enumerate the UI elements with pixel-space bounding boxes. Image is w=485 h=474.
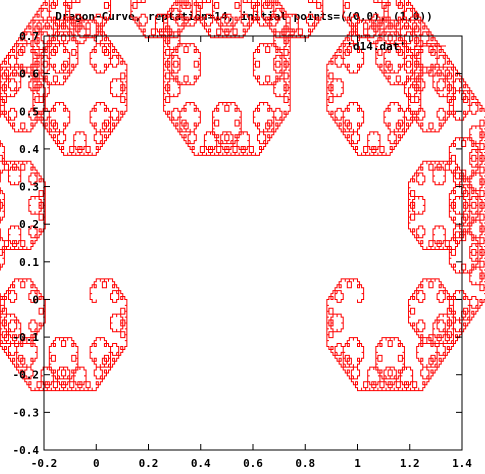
x-tick-label: -0.2 — [31, 457, 58, 470]
y-tick-label: -0.3 — [13, 406, 40, 419]
y-tick-label: -0.1 — [13, 331, 40, 344]
x-tick-label: 1 — [354, 457, 361, 470]
y-tick-label: 0.7 — [19, 30, 39, 43]
y-axis: -0.4 -0.3 -0.2 -0.1 0 0.1 0.2 0.3 0.4 0.5 0.6 0.7 — [13, 30, 462, 457]
dragon-curve-line — [0, 0, 485, 392]
x-tick-label: 0.6 — [243, 457, 263, 470]
legend-label: 'd14.dat' — [346, 40, 406, 53]
x-tick-label: 0.4 — [191, 457, 211, 470]
y-tick-label: 0.3 — [19, 181, 39, 194]
y-tick-label: 0.6 — [19, 68, 39, 81]
chart-title: Dragon-Curve, reptation=14, initial poin… — [55, 10, 433, 23]
x-tick-label: 1.2 — [400, 457, 420, 470]
y-tick-label: 0 — [32, 293, 39, 306]
y-tick-label: 0.4 — [19, 143, 39, 156]
y-tick-label: 0.5 — [19, 105, 39, 118]
x-tick-label: 0.2 — [139, 457, 159, 470]
y-tick-label: 0.2 — [19, 218, 39, 231]
x-tick-label: 0.8 — [295, 457, 315, 470]
x-tick-label: 1.4 — [452, 457, 472, 470]
y-tick-label: -0.4 — [13, 444, 40, 457]
x-tick-label: 0 — [93, 457, 100, 470]
legend: 'd14.dat' — [346, 40, 446, 53]
y-tick-label: 0.1 — [19, 256, 39, 269]
x-axis: -0.2 0 0.2 0.4 0.6 0.8 1 1.2 1.4 — [31, 36, 472, 470]
y-tick-label: -0.2 — [13, 369, 40, 382]
dragon-curve-series — [0, 0, 485, 392]
